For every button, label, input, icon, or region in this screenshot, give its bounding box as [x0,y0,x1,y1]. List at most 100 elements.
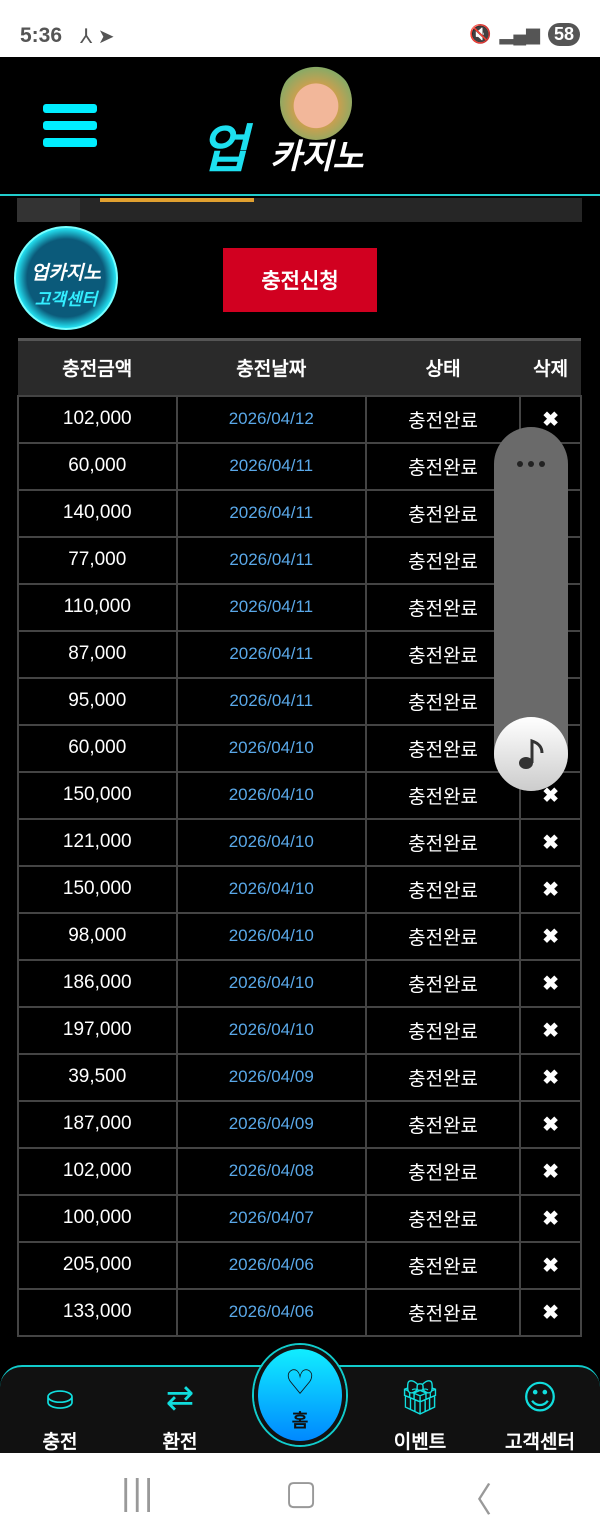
delete-button[interactable]: ✖ [519,1146,582,1196]
amount-cell: 110,000 [17,582,178,632]
charge-request-button[interactable]: 충전신청 [223,248,377,312]
date-cell: 2026/04/09 [175,1052,367,1102]
nav-label: 이벤트 [393,1431,447,1453]
amount-cell: 95,000 [17,676,178,726]
delete-button[interactable]: ✖ [519,1005,582,1055]
mute-icon: 🔇 [469,24,492,44]
battery-indicator: 58 [547,23,580,46]
amount-cell: 102,000 [17,1146,178,1196]
amount-cell: 102,000 [17,394,178,444]
status-cell: 충전완료 [364,864,522,914]
status-cell: 충전완료 [364,394,522,444]
table-row: 121,000 2026/04/10 충전완료 ✖ [17,817,582,867]
date-cell: 2026/04/10 [175,723,367,773]
status-cell: 충전완료 [364,817,522,867]
status-cell: 충전완료 [364,911,522,961]
date-cell: 2026/04/10 [175,911,367,961]
amount-cell: 100,000 [17,1193,178,1243]
delete-button[interactable]: ✖ [519,1240,582,1290]
status-bar: 5:36 ⅄ ➤ 🔇 ▂▄▆ 58 [0,0,600,57]
music-note-icon[interactable] [494,717,568,791]
nav-support[interactable]: ☺ 고객센터 [490,1375,590,1454]
nav-charge[interactable]: ⛀ 충전 [10,1375,110,1454]
amount-cell: 39,500 [17,1052,178,1102]
nav-home[interactable]: ♡ 홈 [254,1345,346,1445]
gift-icon: 🎁︎ [398,1378,442,1418]
status-cell: 충전완료 [364,1240,522,1290]
delete-button[interactable]: ✖ [519,1099,582,1149]
amount-cell: 121,000 [17,817,178,867]
nav-label: 홈 [291,1411,309,1432]
date-cell: 2026/04/11 [175,441,367,491]
status-cell: 충전완료 [364,770,522,820]
delete-button[interactable]: ✖ [519,958,582,1008]
amount-cell: 140,000 [17,488,178,538]
table-row: 39,500 2026/04/09 충전완료 ✖ [17,1052,582,1102]
date-cell: 2026/04/11 [175,488,367,538]
recents-icon[interactable]: ||| [120,1473,155,1513]
date-cell: 2026/04/10 [175,958,367,1008]
nav-label: 환전 [162,1431,198,1453]
delete-button[interactable]: ✖ [519,1193,582,1243]
delete-button[interactable]: ✖ [519,817,582,867]
home-icon[interactable]: ▢ [285,1473,318,1513]
table-row: 150,000 2026/04/10 충전완료 ✖ [17,770,582,820]
date-cell: 2026/04/06 [175,1287,367,1337]
table-row: 100,000 2026/04/07 충전완료 ✖ [17,1193,582,1243]
date-cell: 2026/04/09 [175,1099,367,1149]
amount-cell: 60,000 [17,723,178,773]
tab-bar [17,198,582,222]
date-cell: 2026/04/08 [175,1146,367,1196]
signal-icon: ▂▄▆ [499,24,540,44]
status-cell: 충전완료 [364,1005,522,1055]
table-row: 102,000 2026/04/12 충전완료 ✖ [17,394,582,444]
delete-button[interactable]: ✖ [519,864,582,914]
badge-line1: 업카지노 [31,262,101,284]
notification-icons: ⅄ ➤ [80,26,115,48]
customer-center-badge[interactable]: 업카지노 고객센터 [14,226,118,330]
status-time: 5:36 [20,24,63,47]
more-icon[interactable] [494,461,568,467]
date-cell: 2026/04/10 [175,864,367,914]
floating-scroll-widget[interactable] [494,427,568,791]
date-cell: 2026/04/11 [175,535,367,585]
amount-cell: 87,000 [17,629,178,679]
nav-exchange[interactable]: ⇄ 환전 [130,1375,230,1454]
date-cell: 2026/04/11 [175,629,367,679]
delete-button[interactable]: ✖ [519,911,582,961]
date-cell: 2026/04/10 [175,1005,367,1055]
amount-cell: 98,000 [17,911,178,961]
menu-icon[interactable] [43,104,97,150]
header-amount: 충전금액 [18,338,177,396]
status-cell: 충전완료 [364,1287,522,1337]
amount-cell: 77,000 [17,535,178,585]
table-row: 98,000 2026/04/10 충전완료 ✖ [17,911,582,961]
logo[interactable]: 업 카지노 [200,60,400,182]
badge-line2: 고객센터 [34,290,98,310]
date-cell: 2026/04/11 [175,676,367,726]
delete-button[interactable]: ✖ [519,1052,582,1102]
date-cell: 2026/04/07 [175,1193,367,1243]
header-delete: 삭제 [520,338,581,396]
status-cell: 충전완료 [364,1099,522,1149]
table-row: 102,000 2026/04/08 충전완료 ✖ [17,1146,582,1196]
delete-button[interactable]: ✖ [519,1287,582,1337]
nav-label: 충전 [42,1431,78,1453]
date-cell: 2026/04/12 [175,394,367,444]
status-cell: 충전완료 [364,1193,522,1243]
mascot-image [280,64,352,140]
amount-cell: 197,000 [17,1005,178,1055]
back-icon[interactable]: 〈 [458,1481,492,1521]
status-cell: 충전완료 [364,1146,522,1196]
home-heart-icon: ♡ [284,1363,316,1403]
system-nav-bar: ||| ▢ 〈 [0,1453,600,1537]
nav-event[interactable]: 🎁︎ 이벤트 [370,1375,470,1454]
header-date: 충전날짜 [176,338,366,396]
charge-icon: ⛀ [45,1378,75,1418]
amount-cell: 150,000 [17,770,178,820]
header-status: 상태 [365,338,521,396]
table-row: 205,000 2026/04/06 충전완료 ✖ [17,1240,582,1290]
logo-up: 업 [200,120,248,180]
